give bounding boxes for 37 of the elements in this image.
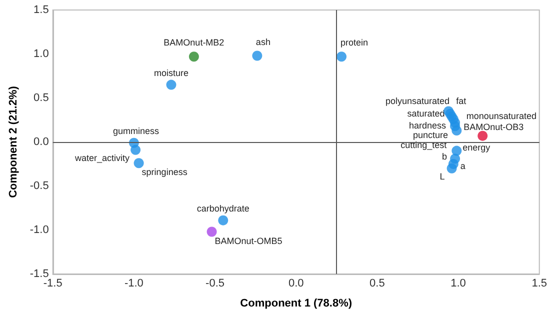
y-axis-title: Component 2 (21.2%)	[8, 86, 20, 198]
annotation: cutting_test	[400, 140, 448, 150]
x-tick-label: -1.5	[43, 278, 62, 290]
annotation: BAMOnut-MB2	[164, 38, 224, 48]
annotation: moisture	[154, 68, 188, 78]
x-axis-title: Component 1 (78.8%)	[240, 298, 352, 310]
annotation: springiness	[142, 167, 188, 178]
annotation: carbohydrate	[196, 203, 250, 214]
annotation: ash	[256, 36, 270, 47]
annotation: monounsaturated	[466, 111, 536, 122]
annotation: gumminess	[112, 126, 160, 136]
y-tick-label: -1.5	[30, 268, 49, 280]
x-tick-label: -0.5	[206, 278, 225, 290]
y-tick-label: 1.0	[34, 48, 49, 60]
annotation: L	[440, 171, 445, 182]
annotation: puncture	[412, 130, 448, 140]
annotation: energy	[462, 142, 491, 153]
y-tick-label: 0.5	[34, 92, 49, 104]
x-tick-label: 0.5	[370, 278, 385, 290]
annotation: water_activity	[74, 152, 130, 163]
y-tick-label: -1.0	[30, 224, 49, 236]
y-tick-label: 1.5	[34, 4, 49, 16]
y-tick-label: -0.5	[30, 180, 49, 192]
annotation: hardness	[408, 120, 447, 131]
y-tick-label: 0.0	[34, 136, 49, 148]
annotation: fat	[456, 96, 467, 106]
annotation: protein	[340, 38, 368, 48]
annotation: BAMOnut-OMB5	[214, 236, 282, 246]
annotation: polyunsaturated	[385, 96, 450, 106]
x-tick-label: -1.0	[124, 278, 144, 290]
annotation: b	[442, 152, 448, 162]
annotation: BAMOnut-OB3	[464, 122, 524, 132]
x-tick-label: 1.0	[450, 278, 466, 290]
annotation: saturated	[407, 108, 445, 118]
x-tick-label: 1.5	[532, 278, 548, 290]
annotation: a	[460, 161, 466, 171]
x-tick-label: 0.0	[288, 278, 304, 290]
